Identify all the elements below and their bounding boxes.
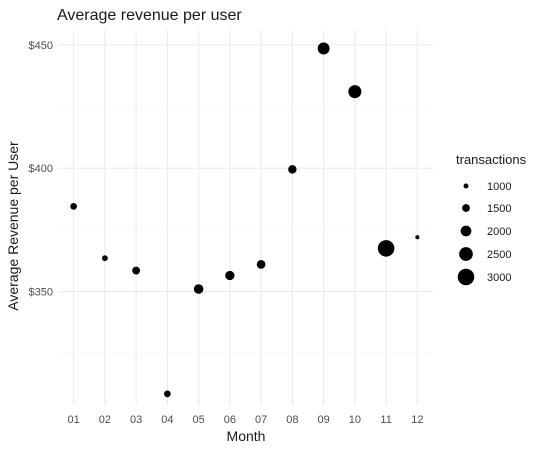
data-point xyxy=(70,203,77,210)
y-tick-label: $400 xyxy=(29,163,53,175)
data-point xyxy=(132,266,141,275)
legend-label: 1000 xyxy=(487,181,511,193)
size-legend: transactions 1000 1500 2000 2500 3000 xyxy=(456,152,527,286)
data-point xyxy=(256,260,266,269)
y-axis-ticks: $350 $400 $450 xyxy=(29,40,53,299)
legend-title: transactions xyxy=(456,152,527,167)
legend-label: 2000 xyxy=(487,226,511,238)
data-point xyxy=(101,255,108,262)
legend-key xyxy=(462,204,470,212)
x-axis-ticks: 01 02 03 04 05 06 07 08 09 10 11 12 xyxy=(68,414,424,426)
x-tick-label: 05 xyxy=(193,414,205,426)
x-tick-label: 01 xyxy=(68,414,80,426)
legend-key xyxy=(459,247,473,261)
y-axis-title: Average Revenue per User xyxy=(5,141,21,311)
data-point xyxy=(317,42,330,55)
x-tick-label: 08 xyxy=(286,414,298,426)
data-point xyxy=(164,390,171,398)
legend-key xyxy=(463,183,469,189)
x-tick-label: 10 xyxy=(349,414,361,426)
x-tick-label: 12 xyxy=(411,414,423,426)
y-tick-label: $450 xyxy=(29,40,53,52)
x-tick-label: 03 xyxy=(130,414,142,426)
data-point xyxy=(288,165,297,174)
grid xyxy=(58,30,433,405)
data-point xyxy=(348,85,362,99)
x-tick-label: 06 xyxy=(224,414,236,426)
data-point xyxy=(225,270,235,281)
x-axis-title: Month xyxy=(227,428,266,444)
legend-key xyxy=(457,268,475,286)
data-point xyxy=(377,240,395,257)
x-tick-label: 11 xyxy=(380,414,391,426)
legend-label: 1500 xyxy=(487,203,511,215)
data-points xyxy=(70,42,420,398)
x-tick-label: 09 xyxy=(318,414,330,426)
data-point xyxy=(193,284,204,294)
chart-title: Average revenue per user xyxy=(57,7,242,24)
y-tick-label: $350 xyxy=(29,287,53,299)
x-tick-label: 02 xyxy=(99,414,111,426)
data-point xyxy=(415,235,420,240)
legend-label: 2500 xyxy=(487,249,511,261)
legend-label: 3000 xyxy=(487,272,511,284)
legend-key xyxy=(460,225,472,237)
x-tick-label: 07 xyxy=(255,414,267,426)
x-tick-label: 04 xyxy=(161,414,173,426)
